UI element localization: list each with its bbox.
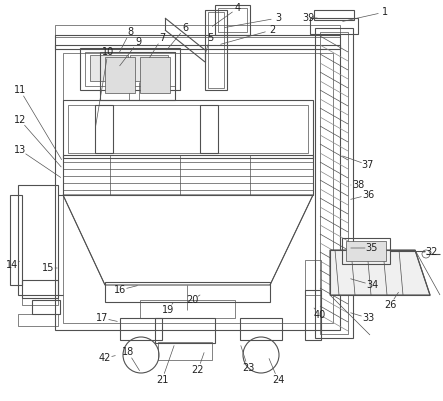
Bar xyxy=(68,105,308,153)
Bar xyxy=(120,318,162,340)
Bar xyxy=(63,53,333,323)
Text: 40: 40 xyxy=(314,310,326,320)
Bar xyxy=(158,342,212,360)
Text: 12: 12 xyxy=(14,115,26,125)
Bar xyxy=(22,280,58,298)
Text: 36: 36 xyxy=(362,190,374,200)
Bar xyxy=(55,25,340,37)
Bar xyxy=(55,45,340,330)
Bar xyxy=(100,52,175,100)
Text: 21: 21 xyxy=(156,375,168,385)
Text: 15: 15 xyxy=(42,263,54,273)
Bar xyxy=(305,290,321,340)
Text: 4: 4 xyxy=(235,3,241,13)
Text: 5: 5 xyxy=(207,33,213,43)
Text: 39: 39 xyxy=(302,13,314,23)
Text: 18: 18 xyxy=(122,347,134,357)
Text: 3: 3 xyxy=(275,13,281,23)
Text: 23: 23 xyxy=(242,363,254,373)
Bar xyxy=(200,105,218,153)
Text: 10: 10 xyxy=(102,47,114,57)
Text: 8: 8 xyxy=(127,27,133,37)
Bar xyxy=(310,18,358,34)
Text: 17: 17 xyxy=(96,313,108,323)
Bar xyxy=(32,300,60,314)
Bar xyxy=(205,10,227,90)
Text: 32: 32 xyxy=(426,247,438,257)
Bar xyxy=(105,282,270,302)
Bar xyxy=(105,57,135,93)
Bar xyxy=(320,32,348,334)
Text: 37: 37 xyxy=(362,160,374,170)
Text: 6: 6 xyxy=(182,23,188,33)
Text: 2: 2 xyxy=(269,25,275,35)
Bar xyxy=(63,100,313,158)
Text: 24: 24 xyxy=(272,375,284,385)
Text: 11: 11 xyxy=(14,85,26,95)
Bar xyxy=(305,260,321,295)
Text: 22: 22 xyxy=(192,365,204,375)
Bar xyxy=(22,295,58,305)
Text: 1: 1 xyxy=(382,7,388,17)
Text: 34: 34 xyxy=(366,280,378,290)
Bar xyxy=(342,238,390,264)
Text: 35: 35 xyxy=(366,243,378,253)
Text: 33: 33 xyxy=(362,313,374,323)
Bar xyxy=(130,55,168,81)
Bar xyxy=(315,28,353,338)
Text: 14: 14 xyxy=(6,260,18,270)
Bar xyxy=(55,35,340,49)
Bar xyxy=(18,185,58,295)
Text: 16: 16 xyxy=(114,285,126,295)
Bar xyxy=(63,155,313,195)
Text: 42: 42 xyxy=(99,353,111,363)
Bar xyxy=(140,300,235,318)
Text: 38: 38 xyxy=(352,180,364,190)
Text: 13: 13 xyxy=(14,145,26,155)
Bar xyxy=(18,314,58,326)
Bar xyxy=(95,105,113,153)
Text: 26: 26 xyxy=(384,300,396,310)
Bar xyxy=(208,12,224,88)
Bar xyxy=(215,5,250,35)
Bar xyxy=(140,57,170,93)
Bar xyxy=(90,55,128,81)
Text: 9: 9 xyxy=(135,37,141,47)
Bar xyxy=(218,8,247,32)
Bar xyxy=(85,52,175,86)
Text: 20: 20 xyxy=(186,295,198,305)
Bar xyxy=(80,48,180,90)
Bar xyxy=(314,10,354,20)
Bar xyxy=(346,241,386,261)
Bar xyxy=(10,195,22,285)
Bar xyxy=(240,318,282,340)
Bar xyxy=(155,318,215,343)
Text: 19: 19 xyxy=(162,305,174,315)
Text: 7: 7 xyxy=(159,33,165,43)
Polygon shape xyxy=(330,250,430,295)
